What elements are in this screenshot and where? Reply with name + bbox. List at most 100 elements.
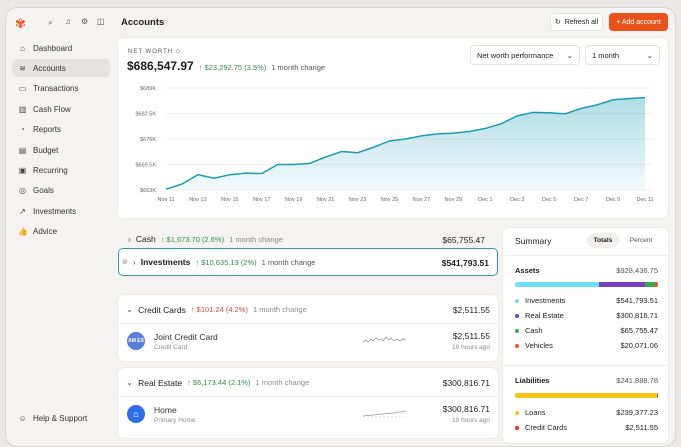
amex-logo: AM EX <box>127 332 145 350</box>
sidebar-item-investments[interactable]: ↗Investments <box>12 202 110 220</box>
x-tick-label: Nov 29 <box>445 197 462 203</box>
add-account-button[interactable]: + Add account <box>609 13 668 31</box>
account-row[interactable]: ⌂ Home Primary Home $300,816.71 19 hours… <box>118 397 498 434</box>
summary-card: Summary Totals Percent Assets $928,436.7… <box>503 228 668 443</box>
home-icon: ⌂ <box>18 44 27 53</box>
x-tick-label: Nov 15 <box>221 197 238 203</box>
summary-item-value: $300,816.71 <box>616 311 658 320</box>
group-cash[interactable]: › Cash ↑ $1,673.70 (2.6%) 1 month change <box>128 234 283 244</box>
account-value: $300,816.71 <box>443 404 490 414</box>
group-investments[interactable]: ⊘ › Investments ↑ $10,635.13 (2%) 1 mont… <box>118 248 498 276</box>
group-header[interactable]: ⌄ Credit Cards ↑ $101.24 (4.2%) 1 month … <box>126 304 307 315</box>
group-total: $541,793.51 <box>442 258 489 268</box>
liabilities-total: $241,888.78 <box>616 376 658 385</box>
y-tick-label: $663K <box>140 188 156 194</box>
group-total: $65,755.47 <box>442 235 485 245</box>
account-row[interactable]: AM EX Joint Credit Card Credit Card $2,5… <box>118 324 498 361</box>
legend-dot-icon <box>515 344 519 348</box>
chevron-right-icon: › <box>133 257 136 267</box>
account-updated: 19 hours ago <box>452 417 490 424</box>
group-total: $2,511.55 <box>453 305 490 315</box>
sidebar-item-transactions[interactable]: ▭Transactions <box>12 80 110 98</box>
sidebar-toggle-icon[interactable]: ◫ <box>97 17 105 26</box>
group-header[interactable]: ⌄ Real Estate ↑ $6,173.44 (2.1%) 1 month… <box>126 377 309 388</box>
sidebar-item-label: Dashboard <box>33 44 72 53</box>
account-type: Credit Card <box>154 344 187 351</box>
sidebar-item-label: Budget <box>33 146 58 155</box>
y-tick-label: $676K <box>140 137 156 143</box>
x-tick-label: Nov 25 <box>381 197 398 203</box>
chevron-right-icon: › <box>128 234 131 244</box>
sidebar-item-label: Accounts <box>33 64 66 73</box>
sidebar-item-label: Advice <box>33 227 57 236</box>
summary-item: Vehicles $20,071.06 <box>515 341 658 350</box>
group-name: Credit Cards <box>138 305 186 315</box>
sidebar-item-accounts[interactable]: ≋Accounts <box>12 59 110 77</box>
tab-totals[interactable]: Totals <box>587 233 619 248</box>
refresh-label: Refresh all <box>565 19 598 26</box>
trend-up-icon: ↗ <box>18 207 27 216</box>
zillow-logo: ⌂ <box>127 405 145 423</box>
summary-item-name: Credit Cards <box>525 423 567 432</box>
logo-icon: ✾ <box>15 16 26 32</box>
chevron-down-icon: ⌄ <box>126 304 133 315</box>
target-icon: ◎ <box>18 186 27 195</box>
summary-item-value: $239,377.23 <box>616 408 658 417</box>
x-tick-label: Nov 19 <box>285 197 302 203</box>
group-change-period: 1 month change <box>262 258 316 267</box>
thumbs-up-icon: 👍 <box>18 227 27 236</box>
bell-icon[interactable]: ♫ <box>65 17 71 26</box>
x-tick-label: Dec 9 <box>606 197 620 203</box>
group-change: ↑ $101.24 (4.2%) <box>191 305 248 314</box>
x-tick-label: Nov 11 <box>157 197 174 203</box>
y-tick-label: $669.5K <box>136 163 157 169</box>
legend-dot-icon <box>515 426 519 430</box>
sidebar-item-dashboard[interactable]: ⌂ Dashboard <box>12 39 110 57</box>
sidebar-item-cash-flow[interactable]: ▥Cash Flow <box>12 100 110 118</box>
drag-handle-icon[interactable]: ⊘ <box>122 258 128 266</box>
sidebar-item-label: Goals <box>33 186 54 195</box>
group-name: Real Estate <box>138 378 182 388</box>
chevron-down-icon: ⌄ <box>126 377 133 388</box>
group-change-period: 1 month change <box>229 235 283 244</box>
sidebar-item-goals[interactable]: ◎ Goals <box>12 182 110 200</box>
y-tick-label: $689K <box>140 86 156 92</box>
summary-item: Investments$541,793.51 <box>515 296 658 305</box>
calendar-icon: ▣ <box>18 166 27 175</box>
summary-item-name: Real Estate <box>525 311 564 320</box>
x-tick-label: Dec 7 <box>574 197 588 203</box>
sidebar-item-advice[interactable]: 👍 Advice <box>12 223 110 241</box>
tab-percent[interactable]: Percent <box>625 233 657 248</box>
summary-item-value: $20,071.06 <box>620 341 658 350</box>
summary-item-name: Cash <box>525 326 543 335</box>
sparkline <box>363 407 408 419</box>
refresh-all-button[interactable]: ↻Refresh all <box>550 13 603 31</box>
account-name: Home <box>154 405 177 415</box>
help-support-link[interactable]: ☺Help & Support <box>12 409 110 427</box>
pie-chart-icon: ◔ <box>18 125 27 134</box>
search-icon[interactable]: ⌕ <box>48 18 52 28</box>
bar-segment-investments <box>515 282 599 287</box>
help-label: Help & Support <box>33 414 87 423</box>
settings-icon[interactable]: ⚙ <box>81 17 88 26</box>
sparkline <box>363 334 408 346</box>
x-tick-label: Dec 3 <box>510 197 524 203</box>
assets-total: $928,436.75 <box>616 266 658 275</box>
map-icon: ▤ <box>18 146 27 155</box>
sidebar: ✾ ⌕ ♫ ⚙ ◫ ⌂ Dashboard ≋Accounts ▭Transactio… <box>6 8 114 446</box>
group-change-period: 1 month change <box>255 378 309 387</box>
bar-chart-icon: ▥ <box>18 105 27 114</box>
sidebar-item-reports[interactable]: ◔Reports <box>12 121 110 139</box>
x-tick-label: Nov 17 <box>253 197 270 203</box>
group-change: ↑ $10,635.13 (2%) <box>195 258 256 267</box>
summary-item-name: Vehicles <box>525 341 553 350</box>
summary-title: Summary <box>515 236 551 246</box>
x-tick-label: Nov 21 <box>317 197 334 203</box>
group-change-period: 1 month change <box>253 305 307 314</box>
account-name: Joint Credit Card <box>154 332 218 342</box>
group-credit-cards: ⌄ Credit Cards ↑ $101.24 (4.2%) 1 month … <box>118 295 498 361</box>
sidebar-item-recurring[interactable]: ▣Recurring <box>12 161 110 179</box>
sidebar-item-budget[interactable]: ▤ Budget <box>12 141 110 159</box>
summary-item-name: Investments <box>525 296 565 305</box>
